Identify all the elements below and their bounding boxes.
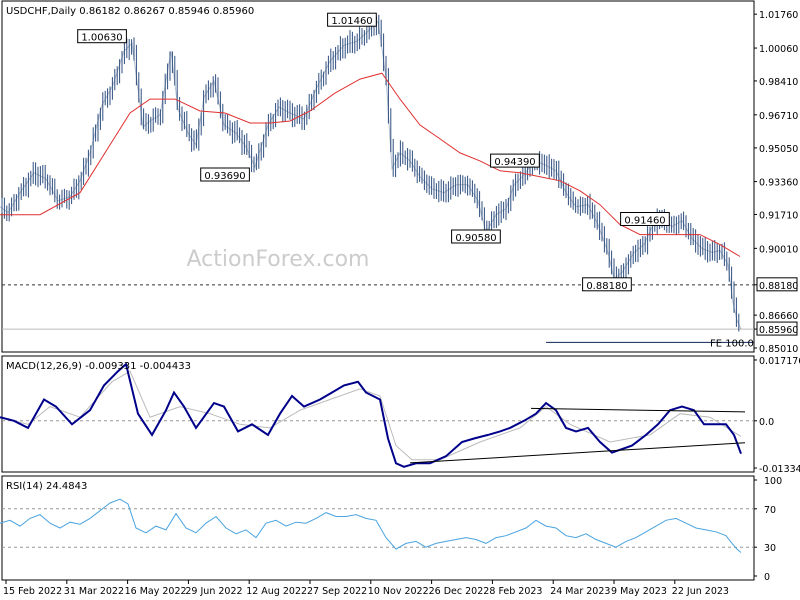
annotation-box xyxy=(200,167,250,182)
macd-line xyxy=(0,362,742,468)
rsi-tick-label: 0 xyxy=(764,572,770,583)
x-tick-label: 31 Mar 2022 xyxy=(64,586,124,597)
rsi-grid xyxy=(2,508,754,548)
annotation-label: 0.94390 xyxy=(494,157,535,168)
annotation-box xyxy=(620,212,670,226)
annotation-label: 0.93690 xyxy=(204,171,245,182)
macd-tick-label: -0.01334 xyxy=(759,464,800,475)
x-tick-label: 16 May 2022 xyxy=(125,586,187,597)
price-annotations: 1.00630 1.01460 0.93690 0.94390 0.90580 0.914… xyxy=(77,12,754,349)
rsi-pane-title: RSI(14) 24.4843 xyxy=(6,481,87,492)
x-tick-label: 15 Feb 2022 xyxy=(3,586,62,597)
x-tick-label: 9 May 2023 xyxy=(611,586,667,597)
price-tick-label: 0.90010 xyxy=(759,244,798,255)
x-tick-label: 26 Dec 2022 xyxy=(429,586,490,597)
price-pane-title: USDCHF,Daily 0.86182 0.86267 0.85946 0.8… xyxy=(6,6,254,17)
x-tick-label: 24 Mar 2023 xyxy=(550,586,610,597)
annotation-label: 1.01460 xyxy=(331,16,372,27)
annotation-label: 0.91460 xyxy=(624,216,665,227)
rsi-tick-label: 100 xyxy=(764,476,782,487)
annotation-box xyxy=(451,229,501,244)
annotation-label: FE 100.0 xyxy=(710,338,754,349)
price-tick-label: 0.91710 xyxy=(759,210,798,221)
macd-y-axis: 0.017176 0.0 -0.01334 xyxy=(754,356,800,475)
x-tick-label: 22 Jun 2023 xyxy=(672,586,729,597)
annotation-label: 1.00630 xyxy=(81,33,122,44)
price-tick-label: 0.85960 xyxy=(759,325,798,336)
price-close-line xyxy=(0,20,742,330)
macd-tick-label: 0.0 xyxy=(759,417,774,428)
annotation-box xyxy=(327,12,377,27)
x-tick-label: 12 Aug 2022 xyxy=(246,586,307,597)
macd-tick-label: 0.017176 xyxy=(759,356,800,367)
price-tick-label: 0.93360 xyxy=(759,178,798,189)
macd-trendline xyxy=(530,407,746,413)
macd-trendlines xyxy=(409,407,746,464)
watermark: ActionForex.com xyxy=(187,247,370,272)
price-tick-label: 0.95050 xyxy=(759,144,798,155)
price-tick-label: 0.98410 xyxy=(759,77,798,88)
price-tag-box xyxy=(756,277,798,292)
x-tick-label: 29 Jun 2022 xyxy=(185,586,242,597)
price-tick-label: 1.00060 xyxy=(759,44,798,55)
price-tag-box xyxy=(756,321,798,336)
x-tick-label: 8 Feb 2023 xyxy=(489,586,542,597)
rsi-line xyxy=(0,498,742,553)
annotation-box xyxy=(490,153,540,168)
x-tick-label: 27 Sep 2022 xyxy=(307,586,367,597)
macd-signal-line xyxy=(0,370,742,461)
macd-pane-title: MACD(12,26,9) -0.009331 -0.004433 xyxy=(6,361,191,372)
annotation-label: 0.88180 xyxy=(586,281,627,292)
price-tick-label: 0.86660 xyxy=(759,311,798,322)
rsi-tick-label: 30 xyxy=(764,543,776,554)
annotation-label: 0.90580 xyxy=(455,233,496,244)
price-y-axis: 1.01760 1.00060 0.98410 0.96710 0.95050 0.933… xyxy=(754,10,798,355)
annotation-box xyxy=(582,277,632,292)
price-tick-label: 0.85010 xyxy=(759,344,798,355)
price-pane-frame xyxy=(1,0,755,353)
price-tick-label: 0.96710 xyxy=(759,111,798,122)
rsi-tick-label: 70 xyxy=(764,505,776,516)
moving-average-line xyxy=(0,72,741,257)
rsi-y-axis: 100 70 30 0 xyxy=(754,476,782,583)
rsi-pane-frame xyxy=(1,475,755,581)
x-tick-label: 10 Nov 2022 xyxy=(368,586,429,597)
price-tick-label: 0.88180 xyxy=(759,281,798,292)
annotation-box xyxy=(77,29,127,44)
macd-pane-frame xyxy=(1,355,755,473)
price-tick-label: 1.01760 xyxy=(759,10,798,21)
macd-trendline xyxy=(409,442,746,464)
